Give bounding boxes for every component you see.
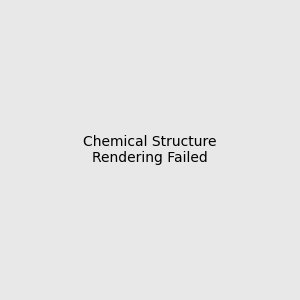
Text: Chemical Structure
Rendering Failed: Chemical Structure Rendering Failed [83,135,217,165]
